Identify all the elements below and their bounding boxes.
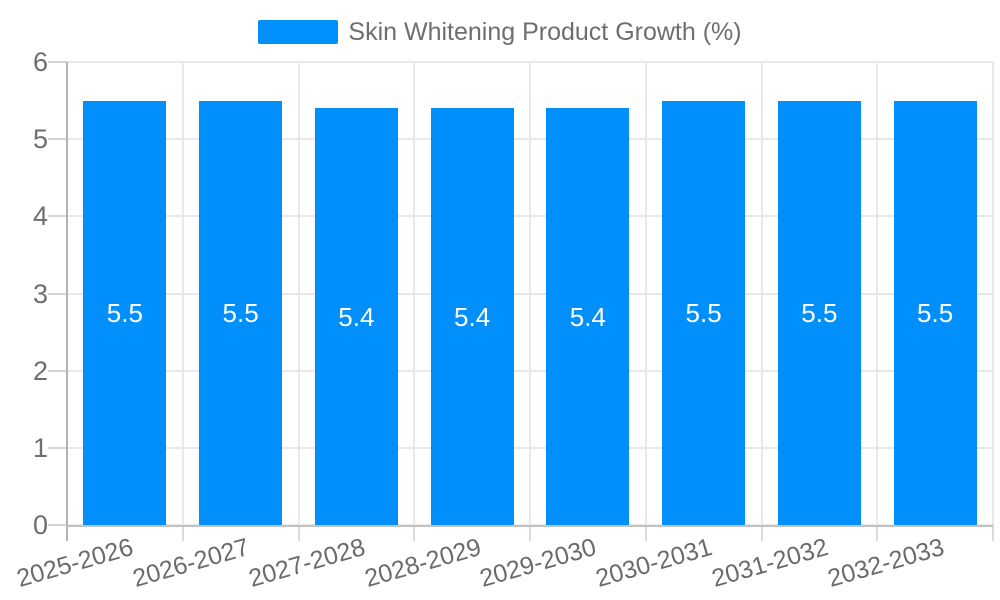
x-axis-label: 2029-2030 <box>476 533 600 593</box>
y-axis-tick <box>48 292 67 295</box>
bar-value-label: 5.5 <box>801 297 838 328</box>
x-gridline <box>529 62 531 525</box>
x-gridline <box>992 62 994 525</box>
x-axis-label: 2030-2031 <box>592 533 716 593</box>
y-axis-tick-label: 6 <box>32 47 48 77</box>
bar[interactable] <box>83 100 167 525</box>
y-axis-tick-label: 3 <box>32 278 48 309</box>
y-axis-tick <box>48 369 67 372</box>
y-axis-tick-label: 5 <box>32 124 48 155</box>
y-axis-tick <box>48 61 67 63</box>
bar-value-label: 5.5 <box>685 297 722 328</box>
x-gridline <box>876 62 879 525</box>
x-axis-tick <box>181 525 184 541</box>
legend-swatch-icon <box>258 20 339 44</box>
y-axis-tick-label: 4 <box>32 201 48 232</box>
y-axis-tick-label: 0 <box>32 510 48 540</box>
x-axis-tick <box>529 525 531 541</box>
bar[interactable] <box>777 100 861 525</box>
bar-value-label: 5.5 <box>106 297 143 328</box>
x-axis-tick <box>297 525 300 541</box>
x-gridline <box>181 62 184 525</box>
x-axis-line <box>67 525 993 527</box>
bar[interactable] <box>430 108 514 525</box>
bar-value-label: 5.5 <box>222 297 259 328</box>
bar[interactable] <box>199 100 283 525</box>
bar-value-label: 5.5 <box>917 297 954 328</box>
x-axis-tick <box>413 525 416 541</box>
x-axis-label: 2032-2033 <box>824 533 947 593</box>
bar[interactable] <box>314 108 398 525</box>
y-axis-tick <box>48 524 67 526</box>
y-axis-tick-label: 2 <box>32 355 48 386</box>
x-axis-label: 2026-2027 <box>129 533 253 593</box>
y-axis-tick <box>48 138 67 141</box>
x-axis-label: 2028-2029 <box>361 533 484 593</box>
x-gridline <box>413 62 416 525</box>
x-gridline <box>760 62 763 525</box>
bar-value-label: 5.4 <box>569 301 606 332</box>
x-axis-label: 2031-2032 <box>708 533 832 593</box>
y-axis-tick <box>48 215 67 218</box>
x-axis-tick <box>876 525 879 541</box>
legend-item-series[interactable]: Skin Whitening Product Growth (%) <box>258 18 742 46</box>
bar[interactable] <box>546 108 630 525</box>
x-axis-tick <box>992 525 994 541</box>
y-axis-tick-label: 1 <box>32 432 48 463</box>
y-axis-line <box>66 62 68 541</box>
bar-value-label: 5.4 <box>338 301 375 332</box>
x-axis-label: 2027-2028 <box>245 533 369 593</box>
x-axis-tick <box>644 525 647 541</box>
bar-value-label: 5.4 <box>454 301 491 332</box>
legend-label: Skin Whitening Product Growth (%) <box>348 18 742 46</box>
x-axis-tick <box>760 525 763 541</box>
bar[interactable] <box>893 100 977 525</box>
chart-legend: Skin Whitening Product Growth (%) <box>0 18 1000 46</box>
bar[interactable] <box>662 100 746 525</box>
y-axis-tick <box>48 446 67 449</box>
x-gridline <box>297 62 300 525</box>
x-axis-label: 2025-2026 <box>13 533 137 593</box>
x-gridline <box>644 62 647 525</box>
